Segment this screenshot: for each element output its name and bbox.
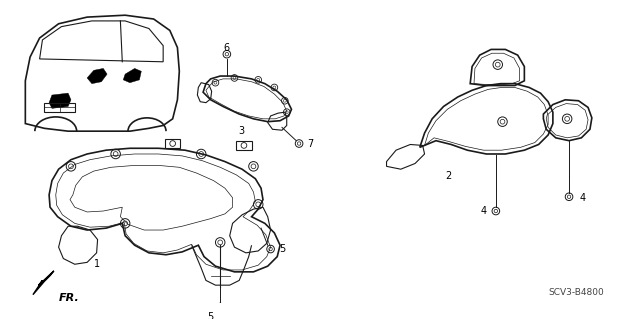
Polygon shape — [49, 93, 71, 108]
Text: 2: 2 — [445, 171, 451, 181]
Text: 6: 6 — [224, 42, 230, 53]
Polygon shape — [124, 69, 141, 83]
Text: 4: 4 — [481, 206, 486, 216]
Text: 5: 5 — [279, 244, 285, 254]
Text: 4: 4 — [579, 193, 586, 203]
Text: 3: 3 — [238, 126, 244, 136]
Polygon shape — [87, 69, 107, 84]
Text: FR.: FR. — [59, 293, 79, 302]
Polygon shape — [33, 271, 54, 295]
Text: SCV3-B4800: SCV3-B4800 — [548, 288, 605, 297]
Text: 5: 5 — [207, 312, 214, 319]
Text: 1: 1 — [93, 259, 100, 269]
Text: 7: 7 — [307, 138, 314, 149]
